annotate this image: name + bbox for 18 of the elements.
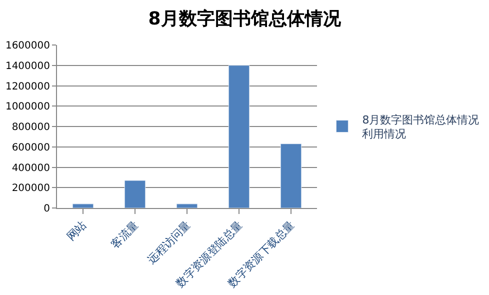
bar <box>72 204 94 208</box>
y-tick-label: 1400000 <box>5 60 50 72</box>
x-tick-label: 网站 <box>64 218 90 244</box>
bar <box>228 65 250 208</box>
y-tick-label: 600000 <box>12 142 50 154</box>
chart-title: 8月数字图书馆总体情况 <box>148 8 342 30</box>
y-tick-label: 200000 <box>12 183 50 194</box>
bar <box>176 204 198 208</box>
legend-label: 8月数字图书馆总体情况利用情况 <box>362 113 480 141</box>
y-tick-label: 1600000 <box>5 40 50 52</box>
y-tick-label: 1000000 <box>5 102 50 113</box>
x-tick-label: 客流量 <box>108 218 142 252</box>
bar <box>124 180 146 208</box>
y-tick-label: 1200000 <box>5 81 50 92</box>
bar <box>280 144 302 208</box>
y-tick-label: 400000 <box>12 162 50 174</box>
y-tick-label: 800000 <box>12 122 50 133</box>
y-tick-label: 0 <box>44 204 50 214</box>
